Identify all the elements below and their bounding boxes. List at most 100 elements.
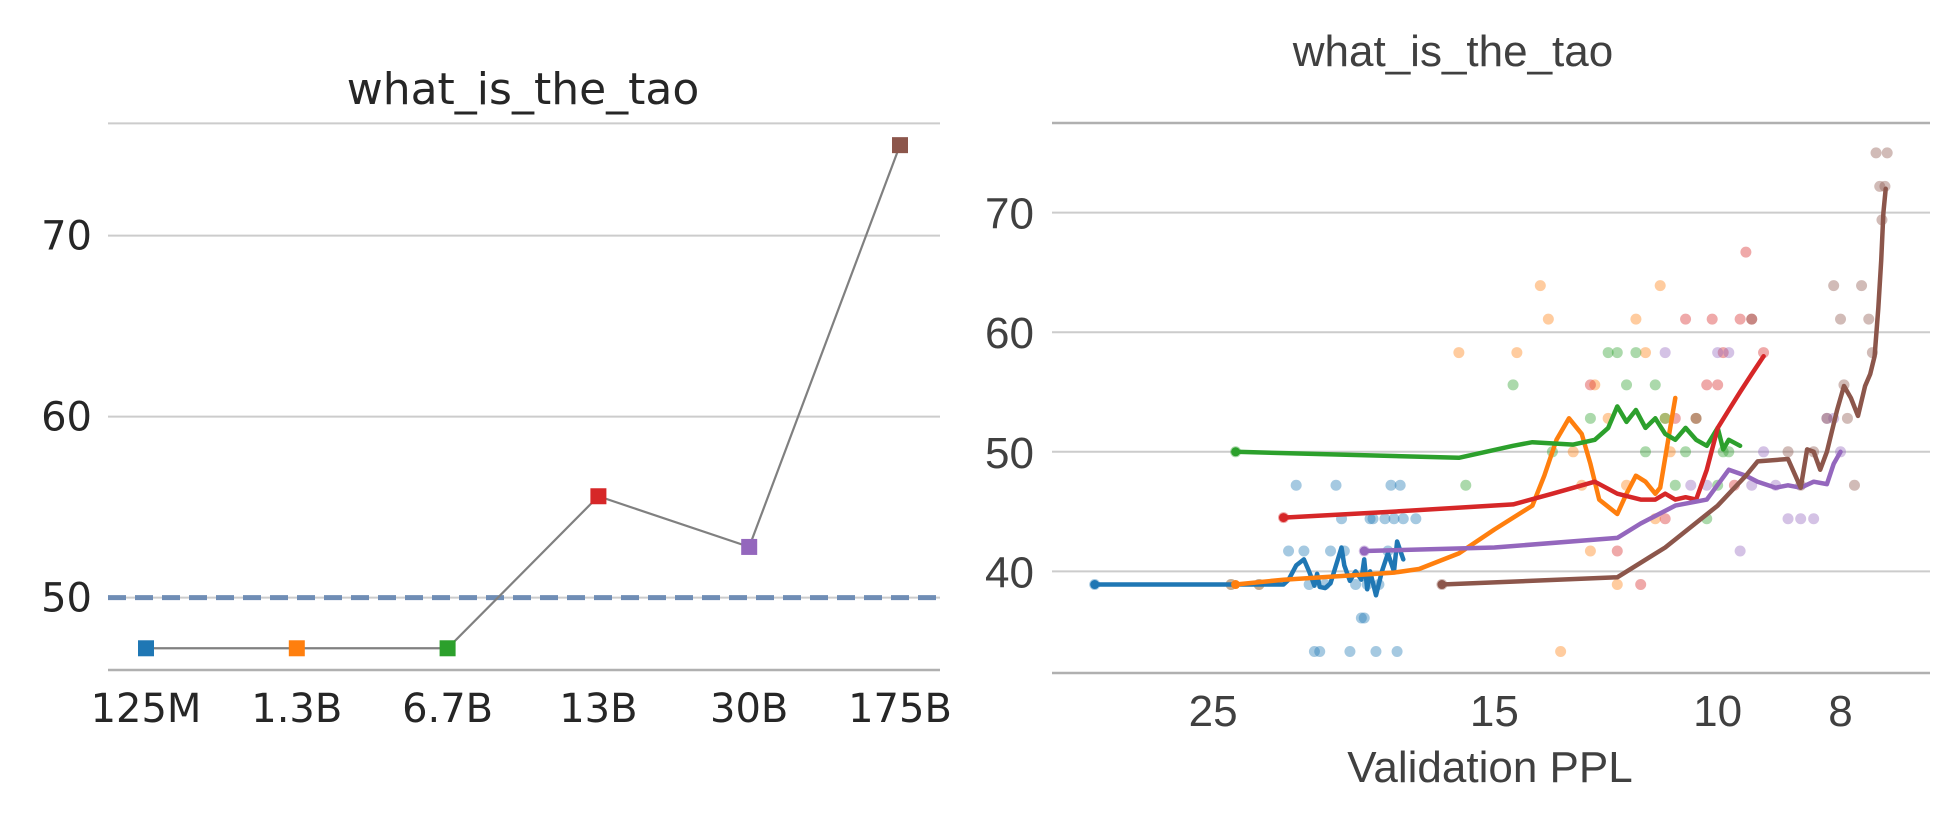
right-series-start-point	[1359, 546, 1369, 556]
right-scatter-point	[1344, 645, 1356, 657]
right-scatter-point	[1828, 280, 1840, 292]
right-scatter-point	[1611, 545, 1623, 557]
right-scatter-point	[1848, 479, 1860, 491]
right-chart-title: what_is_the_tao	[1292, 27, 1613, 76]
right-scatter-point	[1298, 545, 1310, 557]
right-scatter-point	[1723, 347, 1735, 359]
left-chart-title: what_is_the_tao	[347, 64, 700, 115]
right-scatter-point	[1701, 379, 1713, 391]
right-scatter-point	[1567, 446, 1579, 458]
right-scatter-point	[1758, 347, 1770, 359]
right-scatter-point	[1290, 479, 1302, 491]
left-series-line	[146, 144, 902, 650]
right-scatter-point	[1534, 280, 1546, 292]
right-scatter-point	[1584, 412, 1596, 424]
right-scatter-point	[1821, 412, 1833, 424]
right-scatter-point	[1325, 545, 1337, 557]
right-chart: what_is_the_tao 40 50 60 70 25 15 10 8 Validat…	[985, 27, 1930, 792]
right-scatter-point	[1706, 313, 1718, 325]
right-scatter-point	[1350, 579, 1362, 591]
right-scatter-point	[1584, 545, 1596, 557]
right-series-line	[1439, 186, 1888, 587]
right-scatter-point	[1669, 479, 1681, 491]
right-scatter-point	[1640, 347, 1652, 359]
right-scatter-point	[1640, 446, 1652, 458]
right-scatter-point	[1874, 180, 1886, 192]
right-scatter-point	[1330, 479, 1342, 491]
right-series-start-point	[1231, 580, 1241, 590]
right-scatter-point	[1397, 513, 1409, 525]
right-scatter-point	[1717, 347, 1729, 359]
right-scatter-point	[1863, 313, 1875, 325]
right-scatter-point	[1283, 545, 1295, 557]
right-x-tick-label: 25	[1189, 687, 1238, 736]
right-scatter-point	[1314, 645, 1326, 657]
right-scatter-point	[1308, 645, 1320, 657]
right-scatter-point	[1740, 246, 1752, 258]
right-scatter-point	[1712, 379, 1724, 391]
right-scatter-point	[1758, 446, 1770, 458]
right-scatter-point	[1589, 379, 1601, 391]
left-marker	[892, 137, 908, 154]
right-scatter-point	[1385, 479, 1397, 491]
right-scatter-point	[1881, 147, 1893, 159]
right-scatter-point	[1507, 379, 1519, 391]
right-scatter-point	[1835, 313, 1847, 325]
right-x-tick-label: 8	[1828, 687, 1852, 736]
left-marker	[288, 640, 305, 657]
right-scatter-point	[1659, 412, 1671, 424]
right-scatter-point	[1611, 579, 1623, 591]
right-scatter-point	[1542, 313, 1554, 325]
right-y-tick-label: 40	[985, 548, 1034, 597]
right-scatter-point	[1630, 313, 1642, 325]
left-marker	[439, 640, 456, 657]
left-y-tick-label: 70	[41, 214, 92, 260]
right-scatter-point	[1635, 579, 1647, 591]
right-scatter-point	[1364, 513, 1376, 525]
right-scatter-point	[1680, 313, 1692, 325]
right-scatter-point	[1511, 347, 1523, 359]
right-scatter-point	[1856, 280, 1868, 292]
right-y-tick-label: 50	[985, 429, 1034, 478]
right-y-tick-label: 60	[985, 309, 1034, 358]
right-scatter-point	[1821, 412, 1833, 424]
right-scatter-point	[1659, 513, 1671, 525]
right-scatter-point	[1367, 513, 1379, 525]
right-scatter-point	[1734, 545, 1746, 557]
left-x-tick-label: 6.7B	[402, 686, 493, 732]
left-x-tick-label: 13B	[559, 686, 637, 732]
right-scatter-point	[1358, 612, 1370, 624]
left-x-tick-label: 30B	[710, 686, 788, 732]
right-scatter-point	[1782, 513, 1794, 525]
right-scatter-point	[1370, 645, 1382, 657]
right-scatter-point	[1649, 379, 1661, 391]
right-scatter-point	[1782, 446, 1794, 458]
left-marker	[741, 538, 758, 555]
right-x-tick-label: 15	[1470, 687, 1519, 736]
right-scatter-point	[1870, 147, 1882, 159]
left-x-tick-label: 125M	[91, 686, 202, 732]
right-scatter-point	[1391, 645, 1403, 657]
right-scatter-point	[1584, 379, 1596, 391]
right-scatter-point	[1659, 347, 1671, 359]
left-chart: what_is_the_tao 50 60 70 125M 1.3B 6.7B 13B 30…	[41, 64, 952, 732]
right-scatter-point	[1410, 513, 1422, 525]
right-scatter-point	[1379, 513, 1391, 525]
right-scatter-point	[1355, 612, 1367, 624]
right-series-line	[1361, 449, 1843, 554]
right-scatter-point	[1659, 412, 1671, 424]
right-series-line	[1233, 395, 1678, 587]
right-scatter-point	[1602, 347, 1614, 359]
right-scatter-point	[1654, 280, 1666, 292]
right-scatter-point	[1388, 513, 1400, 525]
right-scatter-point	[1630, 347, 1642, 359]
right-scatter-point	[1712, 347, 1724, 359]
right-y-tick-label: 70	[985, 190, 1034, 239]
right-x-axis-label: Validation PPL	[1347, 743, 1632, 792]
right-scatter-point	[1621, 379, 1633, 391]
right-scatter-point	[1746, 313, 1758, 325]
right-scatter-point	[1808, 513, 1820, 525]
right-scatter-point	[1841, 412, 1853, 424]
right-series-start-point	[1279, 513, 1289, 523]
right-scatter-point	[1453, 347, 1465, 359]
